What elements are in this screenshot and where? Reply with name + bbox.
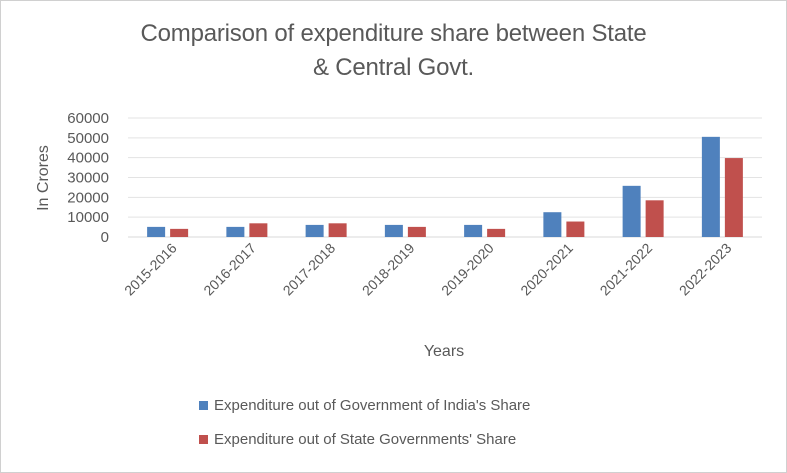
legend-swatch-state — [199, 435, 208, 444]
bar-central-share — [305, 224, 324, 237]
bar-central-share — [622, 185, 641, 237]
y-tick-label: 30000 — [67, 170, 109, 187]
bar-state-share — [249, 223, 268, 237]
x-tick-label: 2017-2018 — [280, 240, 339, 299]
legend-label-central: Expenditure out of Government of India's… — [214, 397, 531, 414]
bar-central-share — [384, 224, 403, 237]
bar-state-share — [645, 200, 664, 237]
bar-state-share — [566, 221, 585, 237]
legend-item-central: Expenditure out of Government of India's… — [199, 397, 530, 414]
legend-item-state: Expenditure out of State Governments' Sh… — [199, 431, 516, 448]
x-tick-label: 2018-2019 — [359, 240, 418, 299]
bar-central-share — [147, 226, 166, 237]
bar-state-share — [407, 226, 426, 237]
bar-state-share — [487, 228, 506, 237]
bar-central-share — [226, 226, 245, 237]
bar-central-share — [464, 224, 483, 237]
chart-title-line1: Comparison of expenditure share between … — [140, 20, 647, 47]
bar-state-share — [724, 158, 743, 237]
y-tick-label: 20000 — [67, 189, 109, 206]
x-axis-label: Years — [424, 343, 464, 360]
bar-central-share — [543, 212, 562, 237]
y-tick-label: 10000 — [67, 209, 109, 226]
bar-central-share — [701, 136, 720, 237]
x-tick-label: 2016-2017 — [200, 240, 259, 299]
legend-label-state: Expenditure out of State Governments' Sh… — [214, 431, 517, 448]
legend-swatch-central — [199, 401, 208, 410]
y-axis-label: In Crores — [35, 145, 52, 211]
x-tick-label: 2015-2016 — [121, 240, 180, 299]
bar-state-share — [328, 223, 347, 237]
y-tick-label: 0 — [101, 229, 109, 246]
x-tick-label: 2019-2020 — [438, 240, 497, 299]
x-tick-label: 2022-2023 — [676, 240, 735, 299]
y-tick-label: 60000 — [67, 110, 109, 127]
x-tick-label: 2021-2022 — [597, 240, 656, 299]
y-tick-label: 40000 — [67, 150, 109, 167]
chart-title-line2: & Central Govt. — [312, 54, 475, 81]
bar-state-share — [170, 228, 189, 237]
y-tick-label: 50000 — [67, 130, 109, 147]
x-tick-label: 2020-2021 — [517, 240, 576, 299]
